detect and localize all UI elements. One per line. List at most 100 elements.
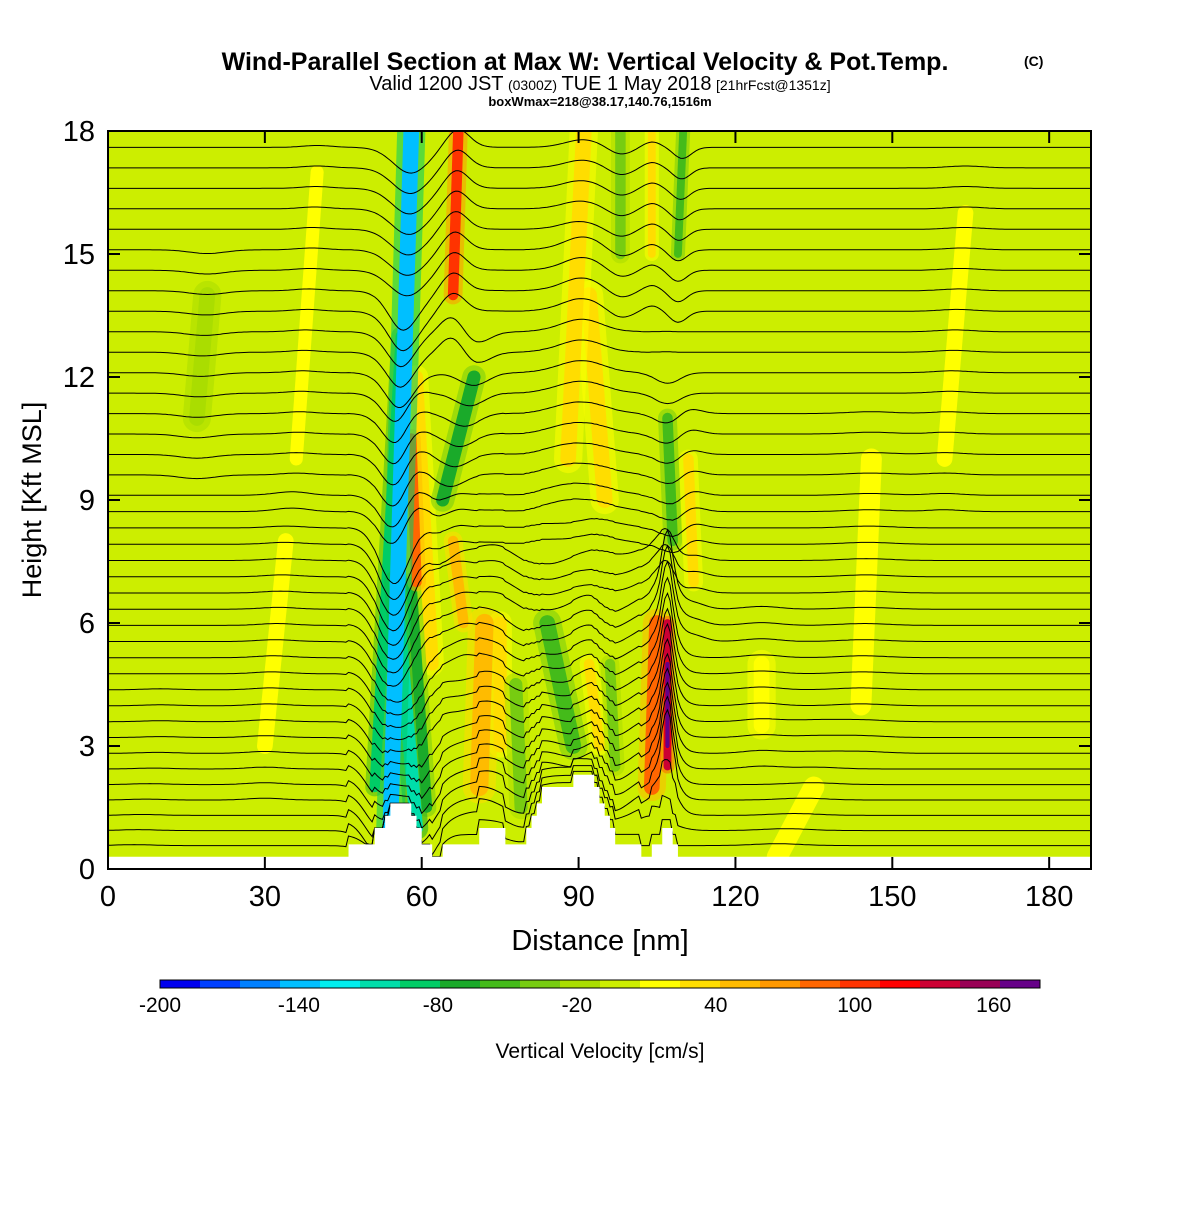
colorbar-tick-label: -140 <box>278 994 320 1017</box>
velocity-feature <box>289 165 324 466</box>
isentrope-line <box>108 681 1091 800</box>
chart-subtitle: Valid 1200 JST (0300Z) TUE 1 May 2018 [2… <box>369 73 830 95</box>
colorbar-segment <box>680 980 721 988</box>
colorbar-tick-label: -80 <box>423 994 453 1017</box>
isentrope-line <box>108 360 1091 408</box>
isentrope-line <box>108 149 1091 195</box>
y-axis-label: Height [Kft MSL] <box>17 402 47 599</box>
isentrope-line <box>108 517 1091 585</box>
x-tick-label: 180 <box>1025 881 1073 913</box>
chart-title: Wind-Parallel Section at Max W: Vertical… <box>222 48 949 76</box>
velocity-feature <box>643 615 665 795</box>
isentrope-line <box>108 544 1091 674</box>
velocity-feature <box>539 615 582 754</box>
isentrope-line <box>108 576 1091 703</box>
isentrope-line <box>108 211 1091 256</box>
isentrope-line <box>108 695 1091 815</box>
isentrope-line <box>108 498 1091 544</box>
y-tick-label: 0 <box>79 854 95 886</box>
isentrope-line <box>108 543 1091 632</box>
colorbar-segment <box>240 980 281 988</box>
velocity-feature <box>936 205 974 467</box>
terrain-mask <box>108 774 1091 869</box>
isentrope-line <box>108 667 1091 784</box>
colorbar-frame <box>159 979 1041 989</box>
colorbar-segment <box>720 980 761 988</box>
isentrope-line <box>108 559 1091 646</box>
colorbar-segment <box>920 980 961 988</box>
colorbar-segment <box>600 980 641 988</box>
colorbar-segment <box>840 980 881 988</box>
velocity-feature <box>850 448 882 716</box>
colorbar-segment <box>400 980 441 988</box>
colorbar-segment <box>880 980 921 988</box>
x-tick-label: 90 <box>562 881 594 913</box>
isentrope-line <box>108 252 1091 297</box>
colorbar-segment <box>200 980 241 988</box>
colorbar-tick-label: 40 <box>704 994 727 1017</box>
colorbar <box>159 979 1041 989</box>
x-axis-label: Distance [nm] <box>511 925 688 957</box>
x-tick-label: 30 <box>249 881 281 913</box>
colorbar-segment <box>800 980 841 988</box>
velocity-feature <box>683 453 699 588</box>
isentrope-contours <box>108 131 1091 858</box>
isentrope-line <box>108 170 1091 215</box>
colorbar-label: Vertical Velocity [cm/s] <box>496 1040 705 1063</box>
isentrope-line <box>108 607 1091 728</box>
colorbar-segment <box>280 980 321 988</box>
velocity-feature <box>583 658 605 752</box>
isentrope-line <box>108 482 1091 528</box>
isentrope-line <box>108 591 1091 716</box>
isentrope-line <box>108 533 1091 600</box>
colorbar-tick-label: 100 <box>837 994 872 1017</box>
x-tick-label: 120 <box>711 881 759 913</box>
colorbar-tick-label: 160 <box>976 994 1011 1017</box>
colorbar-segment <box>320 980 361 988</box>
isentrope-line <box>108 708 1091 829</box>
velocity-feature <box>560 131 592 467</box>
velocity-feature <box>509 677 528 815</box>
velocity-feature <box>674 131 688 258</box>
colorbar-segment <box>560 980 601 988</box>
chart-box-info: boxWmax=218@38.17,140.76,1516m <box>488 94 711 109</box>
x-tick-label: 60 <box>406 881 438 913</box>
isentrope-line <box>108 758 1091 844</box>
y-tick-label: 6 <box>79 608 95 640</box>
y-tick-label: 9 <box>79 485 95 517</box>
isentrope-line <box>108 652 1091 769</box>
isentrope-line <box>108 401 1091 443</box>
isentrope-line <box>108 622 1091 741</box>
colorbar-segment <box>440 980 481 988</box>
x-tick-label: 0 <box>100 881 116 913</box>
chart-title-mark: (C) <box>1024 53 1043 69</box>
velocity-feature <box>662 412 678 547</box>
isentrope-line <box>108 380 1091 422</box>
colorbar-segment <box>360 980 401 988</box>
velocity-feature <box>406 576 433 813</box>
colorbar-segment <box>1000 980 1041 988</box>
subtitle-date: TUE 1 May 2018 <box>561 73 711 95</box>
colorbar-segment <box>960 980 1001 988</box>
x-tick-label: 150 <box>868 881 916 913</box>
y-axis: 0 3 6 9 12 15 18 <box>63 116 1091 886</box>
colorbar-tick-label: -20 <box>562 994 592 1017</box>
isentrope-line <box>108 231 1091 276</box>
x-axis: 0 30 60 90 120 150 180 <box>100 131 1073 913</box>
isentrope-line <box>108 272 1091 331</box>
velocity-feature <box>189 287 216 426</box>
colorbar-segment <box>640 980 681 988</box>
colorbar-segment <box>760 980 801 988</box>
velocity-feature <box>126 738 169 865</box>
velocity-feature <box>447 131 464 301</box>
velocity-feature <box>436 370 481 507</box>
y-tick-label: 3 <box>79 731 95 763</box>
isentrope-line <box>108 337 1091 388</box>
y-tick-label: 12 <box>63 362 95 394</box>
colorbar-segment <box>480 980 521 988</box>
isentrope-line <box>108 190 1091 235</box>
colorbar-segment <box>160 980 201 988</box>
colorbar-segment <box>520 980 561 988</box>
